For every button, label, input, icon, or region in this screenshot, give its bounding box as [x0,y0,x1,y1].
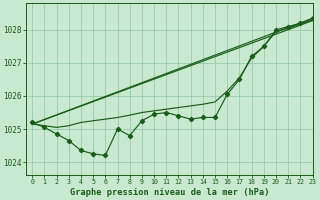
X-axis label: Graphe pression niveau de la mer (hPa): Graphe pression niveau de la mer (hPa) [69,188,269,197]
